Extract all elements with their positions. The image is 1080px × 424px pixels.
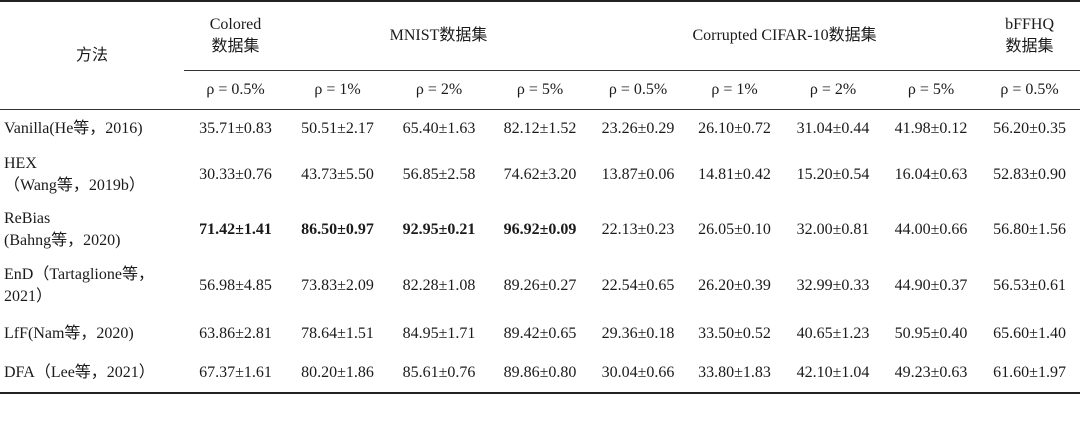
data-cell: 65.40±1.63 — [402, 120, 476, 137]
table-row: Vanilla(He等，2016) 35.71±0.83 50.51±2.17 … — [0, 110, 1080, 149]
sub-header-rho: ρ = 2% — [809, 81, 857, 98]
method-name: Vanilla(He等，2016) — [4, 120, 143, 137]
method-name: ReBias — [4, 210, 51, 227]
bffhq-header-line2: 数据集 — [1005, 38, 1054, 55]
data-cell-best: 71.42±1.41 — [199, 221, 272, 238]
mnist-dataset-header: MNIST数据集 — [287, 1, 591, 71]
table-row: ReBias (Bahng等，2020) 71.42±1.41 86.50±0.… — [0, 202, 1080, 258]
data-cell: 52.83±0.90 — [993, 166, 1066, 183]
data-cell: 16.04±0.63 — [894, 166, 968, 183]
data-cell: 14.81±0.42 — [698, 166, 771, 183]
data-cell: 22.13±0.23 — [601, 221, 675, 238]
data-cell: 61.60±1.97 — [993, 364, 1066, 381]
method-column-header: 方法 — [0, 1, 184, 110]
data-cell: 40.65±1.23 — [796, 325, 870, 342]
data-cell: 50.95±0.40 — [894, 325, 968, 342]
data-cell: 67.37±1.61 — [199, 364, 272, 381]
table-row: EnD（Tartaglione等， 2021） 56.98±4.85 73.83… — [0, 258, 1080, 314]
sub-header-rho: ρ = 0.5% — [206, 81, 265, 98]
sub-header-rho: ρ = 5% — [907, 81, 955, 98]
data-cell: 89.86±0.80 — [503, 364, 577, 381]
data-cell: 56.85±2.58 — [402, 166, 476, 183]
data-cell: 13.87±0.06 — [601, 166, 675, 183]
method-cell: LfF(Nam等，2020) — [0, 314, 184, 354]
colored-dataset-header: Colored 数据集 — [184, 1, 287, 71]
method-citation: (Bahng等，2020) — [4, 232, 121, 249]
data-cell-best: 92.95±0.21 — [402, 221, 476, 238]
data-cell: 35.71±0.83 — [199, 120, 272, 137]
bffhq-dataset-header: bFFHQ 数据集 — [979, 1, 1080, 71]
data-cell: 32.99±0.33 — [796, 277, 870, 294]
data-cell: 30.04±0.66 — [601, 364, 675, 381]
data-cell: 56.80±1.56 — [993, 221, 1066, 238]
data-cell: 85.61±0.76 — [402, 364, 476, 381]
data-cell: 29.36±0.18 — [601, 325, 675, 342]
data-cell: 49.23±0.63 — [894, 364, 968, 381]
data-cell: 56.20±0.35 — [993, 120, 1066, 137]
table-body: Vanilla(He等，2016) 35.71±0.83 50.51±2.17 … — [0, 110, 1080, 393]
method-name: DFA（Lee等，2021） — [4, 364, 155, 381]
method-cell: EnD（Tartaglione等， 2021） — [0, 258, 184, 314]
method-citation: 2021） — [4, 288, 53, 305]
data-cell: 74.62±3.20 — [503, 166, 577, 183]
table-row: DFA（Lee等，2021） 67.37±1.61 80.20±1.86 85.… — [0, 354, 1080, 393]
sub-header-rho: ρ = 2% — [415, 81, 463, 98]
method-cell: HEX （Wang等，2019b） — [0, 148, 184, 202]
sub-header-rho: ρ = 1% — [314, 81, 361, 98]
data-cell: 26.20±0.39 — [698, 277, 771, 294]
data-cell: 89.26±0.27 — [503, 277, 577, 294]
data-cell-best: 96.92±0.09 — [503, 221, 577, 238]
data-cell-best: 86.50±0.97 — [301, 221, 374, 238]
sub-header-rho: ρ = 0.5% — [608, 81, 668, 98]
data-cell: 56.53±0.61 — [993, 277, 1066, 294]
data-cell: 89.42±0.65 — [503, 325, 577, 342]
data-cell: 82.12±1.52 — [503, 120, 577, 137]
table-row: HEX （Wang等，2019b） 30.33±0.76 43.73±5.50 … — [0, 148, 1080, 202]
cifar-dataset-header: Corrupted CIFAR-10数据集 — [590, 1, 980, 71]
data-cell: 44.00±0.66 — [894, 221, 968, 238]
data-cell: 78.64±1.51 — [301, 325, 374, 342]
sub-header-rho: ρ = 0.5% — [1000, 81, 1059, 98]
data-cell: 23.26±0.29 — [601, 120, 675, 137]
method-name: EnD（Tartaglione等， — [4, 266, 154, 283]
data-cell: 82.28±1.08 — [402, 277, 476, 294]
sub-header-rho: ρ = 5% — [516, 81, 564, 98]
method-name: LfF(Nam等，2020) — [4, 325, 134, 342]
data-cell: 50.51±2.17 — [301, 120, 374, 137]
data-cell: 32.00±0.81 — [796, 221, 870, 238]
data-cell: 80.20±1.86 — [301, 364, 374, 381]
data-cell: 30.33±0.76 — [199, 166, 272, 183]
table-row: LfF(Nam等，2020) 63.86±2.81 78.64±1.51 84.… — [0, 314, 1080, 354]
method-name: HEX — [4, 155, 37, 172]
sub-header-rho: ρ = 1% — [711, 81, 758, 98]
data-cell: 15.20±0.54 — [796, 166, 870, 183]
data-cell: 26.05±0.10 — [698, 221, 771, 238]
data-cell: 42.10±1.04 — [796, 364, 870, 381]
method-cell: DFA（Lee等，2021） — [0, 354, 184, 393]
data-cell: 41.98±0.12 — [894, 120, 968, 137]
data-cell: 31.04±0.44 — [796, 120, 870, 137]
method-citation: （Wang等，2019b） — [4, 177, 145, 194]
data-cell: 33.50±0.52 — [698, 325, 771, 342]
colored-header-line1: Colored — [209, 16, 262, 33]
data-cell: 63.86±2.81 — [199, 325, 272, 342]
data-cell: 73.83±2.09 — [301, 277, 374, 294]
bffhq-header-line1: bFFHQ — [1005, 16, 1054, 33]
method-cell: Vanilla(He等，2016) — [0, 110, 184, 149]
results-table: 方法 Colored 数据集 MNIST数据集 Corrupted CIFAR-… — [0, 1, 1080, 393]
colored-header-line2: 数据集 — [211, 38, 260, 55]
data-cell: 26.10±0.72 — [698, 120, 771, 137]
data-cell: 65.60±1.40 — [993, 325, 1066, 342]
method-cell: ReBias (Bahng等，2020) — [0, 202, 184, 258]
data-cell: 22.54±0.65 — [601, 277, 675, 294]
data-cell: 56.98±4.85 — [199, 277, 272, 294]
data-cell: 44.90±0.37 — [894, 277, 968, 294]
data-cell: 84.95±1.71 — [402, 325, 476, 342]
data-cell: 33.80±1.83 — [698, 364, 771, 381]
data-cell: 43.73±5.50 — [301, 166, 374, 183]
